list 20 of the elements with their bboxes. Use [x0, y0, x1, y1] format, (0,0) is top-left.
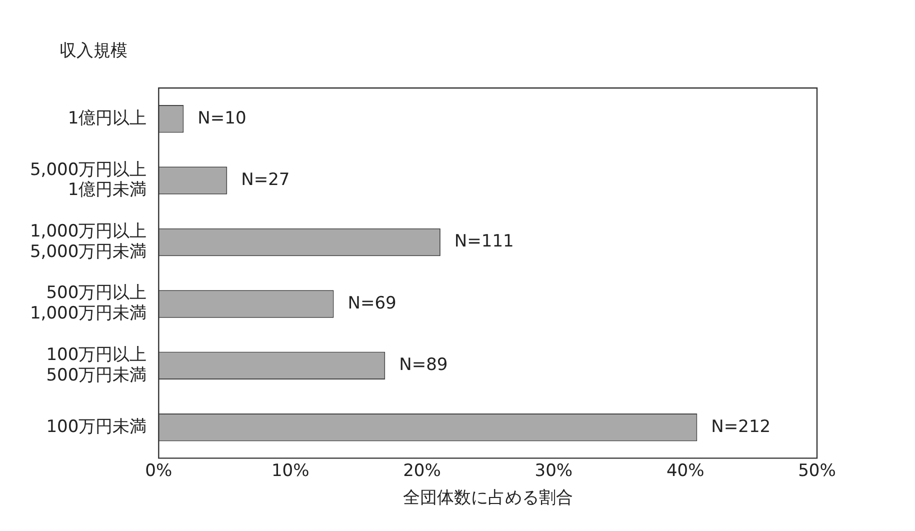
y-tick-label: 1億円以上: [68, 108, 147, 128]
x-tick-label: 10%: [271, 460, 310, 481]
x-tick-label: 50%: [798, 460, 836, 481]
annotation: N=89: [399, 355, 448, 376]
annotation: N=111: [454, 232, 514, 252]
annotation: N=27: [241, 170, 290, 190]
x-axis-title: 全団体数に占める割合: [402, 488, 573, 508]
x-tick-label: 40%: [666, 460, 704, 481]
y-tick-label: 100万円以上 500万円未満: [46, 344, 147, 386]
y-axis-title: 収入規模: [60, 40, 128, 61]
y-tick-label: 100万円未満: [46, 416, 147, 437]
y-tick-label: 5,000万円以上 1億円未満: [30, 160, 147, 200]
x-tick-label: 30%: [534, 460, 573, 481]
annotation: N=69: [348, 293, 396, 314]
annotation: N=212: [711, 416, 771, 437]
annotation: N=10: [198, 108, 246, 128]
x-tick-label: 20%: [403, 460, 441, 481]
y-tick-label: 500万円以上 1,000万円未満: [30, 283, 147, 324]
x-tick-label: 0%: [145, 460, 172, 481]
y-tick-label: 1,000万円以上 5,000万円未満: [30, 221, 147, 262]
